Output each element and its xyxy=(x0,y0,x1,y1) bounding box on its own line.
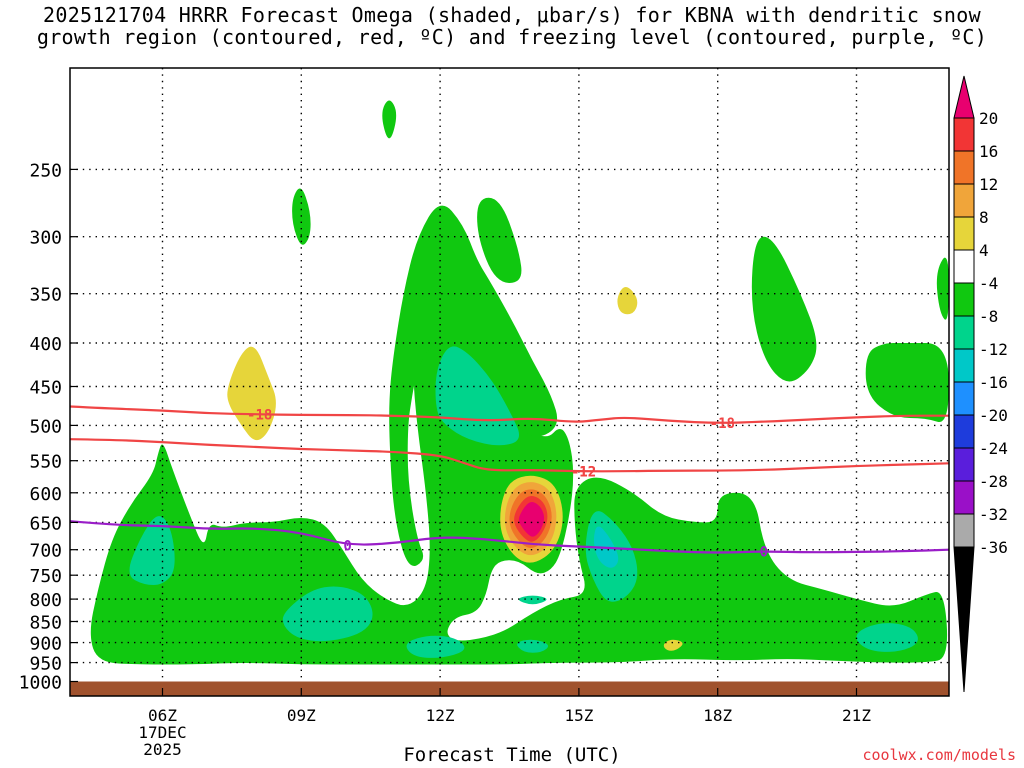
colorbar-swatch-3 xyxy=(953,183,975,218)
colorbar-label-10: -24 xyxy=(979,439,1008,458)
omega-region-19 xyxy=(227,346,276,441)
colorbar-swatch-9 xyxy=(953,381,975,416)
y-tick-label-600: 600 xyxy=(29,484,62,505)
omega-region-3 xyxy=(751,236,817,382)
colorbar-label-0: 20 xyxy=(979,109,998,128)
x-tick-label-18Z: 18Z xyxy=(703,706,732,725)
y-tick-label-250: 250 xyxy=(29,160,62,181)
x-tick-label-12Z: 12Z xyxy=(426,706,455,725)
y-tick-label-800: 800 xyxy=(29,590,62,611)
colorbar-swatch-11 xyxy=(953,447,975,482)
omega-region-13 xyxy=(406,635,465,658)
omega-region-16 xyxy=(856,623,918,652)
chart-title-line-1: 2025121704 HRRR Forecast Omega (shaded, … xyxy=(43,3,981,27)
chart-title-line-2: growth region (contoured, red, ºC) and f… xyxy=(36,25,988,49)
omega-region-6 xyxy=(292,188,311,245)
y-tick-label-950: 950 xyxy=(29,654,62,675)
y-tick-label-650: 650 xyxy=(29,513,62,534)
x-axis-label: Forecast Time (UTC) xyxy=(403,744,621,766)
colorbar-swatch-10 xyxy=(953,414,975,449)
temperature-contours: -18-18-12-120 0 xyxy=(70,405,949,560)
contour-label-0-1: -18 xyxy=(710,416,735,432)
colorbar-label-1: 16 xyxy=(979,142,998,161)
colorbar-swatch-13 xyxy=(953,513,975,548)
contour-line-1 xyxy=(70,438,949,473)
colorbar-swatch-6 xyxy=(953,282,975,317)
y-tick-label-750: 750 xyxy=(29,566,62,587)
y-tick-label-1000: 1000 xyxy=(19,673,62,694)
y-tick-label-850: 850 xyxy=(29,613,62,634)
x-tick-label-15Z: 15Z xyxy=(564,706,593,725)
omega-region-2 xyxy=(477,197,522,283)
y-tick-label-900: 900 xyxy=(29,634,62,655)
colorbar-label-8: -16 xyxy=(979,373,1008,392)
plot-frame xyxy=(69,67,950,697)
colorbar-swatch-7 xyxy=(953,315,975,350)
colorbar-label-6: -8 xyxy=(979,307,998,326)
omega-colorbar: 20 16 12 8 4 -4 -8 -12 -16 -20 -24 -28 -32 -36 xyxy=(953,75,1008,693)
colorbar-label-11: -28 xyxy=(979,472,1008,491)
contour-label-1-1: -12 xyxy=(571,464,596,480)
x-date-label-1: 2025 xyxy=(143,740,182,759)
colorbar-swatch-8 xyxy=(953,348,975,383)
y-tick-label-350: 350 xyxy=(29,285,62,306)
colorbar-label-2: 12 xyxy=(979,175,998,194)
colorbar-swatch-5 xyxy=(953,249,975,284)
contour-label-1-0: -12 xyxy=(571,464,596,480)
colorbar-swatch-1 xyxy=(953,117,975,152)
omega-region-4 xyxy=(865,343,949,423)
omega-region-21 xyxy=(663,639,683,651)
colorbar-label-4: 4 xyxy=(979,241,989,260)
y-tick-label-550: 550 xyxy=(29,452,62,473)
contour-label-2-0: 0 xyxy=(343,539,351,555)
omega-region-26 xyxy=(518,502,545,537)
colorbar-bottom-arrow xyxy=(953,546,975,693)
colorbar-label-13: -36 xyxy=(979,538,1008,557)
x-tick-label-09Z: 09Z xyxy=(287,706,316,725)
x-tick-label-06Z: 06Z xyxy=(148,706,177,725)
colorbar-label-9: -20 xyxy=(979,406,1008,425)
contour-label-0-0: -18 xyxy=(247,407,272,423)
colorbar-label-12: -32 xyxy=(979,505,1008,524)
ground-below-1000mb xyxy=(70,681,949,696)
chart-title: 2025121704 HRRR Forecast Omega (shaded, … xyxy=(0,4,1024,48)
colorbar-swatch-4 xyxy=(953,216,975,251)
omega-region-7 xyxy=(382,100,397,139)
omega-region-12 xyxy=(282,586,373,642)
colorbar-swatch-12 xyxy=(953,480,975,515)
pressure-axis: 2503003504004505005506006507007508008509… xyxy=(19,160,78,694)
x-date-label-0: 17DEC xyxy=(138,723,186,742)
y-tick-label-400: 400 xyxy=(29,334,62,355)
contour-line-2 xyxy=(70,520,949,554)
contour-line-0 xyxy=(70,405,949,424)
contour-label-2-1: 0 xyxy=(760,544,768,560)
source-credit: coolwx.com/models xyxy=(862,746,1016,764)
y-tick-label-450: 450 xyxy=(29,378,62,399)
omega-region-9 xyxy=(129,516,175,585)
colorbar-label-3: 8 xyxy=(979,208,989,227)
colorbar-swatch-2 xyxy=(953,150,975,185)
omega-region-18 xyxy=(496,542,506,562)
omega-region-20 xyxy=(617,286,638,315)
omega-region-1 xyxy=(389,205,558,567)
x-tick-label-21Z: 21Z xyxy=(842,706,871,725)
y-tick-label-300: 300 xyxy=(29,228,62,249)
colorbar-label-5: -4 xyxy=(979,274,998,293)
ground-fill xyxy=(70,681,949,696)
omega-region-0 xyxy=(90,266,948,665)
y-tick-label-700: 700 xyxy=(29,541,62,562)
y-tick-label-500: 500 xyxy=(29,416,62,437)
omega-region-15 xyxy=(518,595,547,605)
colorbar-label-7: -12 xyxy=(979,340,1008,359)
pressure-gridlines xyxy=(70,68,949,696)
colorbar-top-arrow xyxy=(953,75,975,119)
omega-shading xyxy=(90,100,949,665)
omega-region-5 xyxy=(936,257,949,320)
